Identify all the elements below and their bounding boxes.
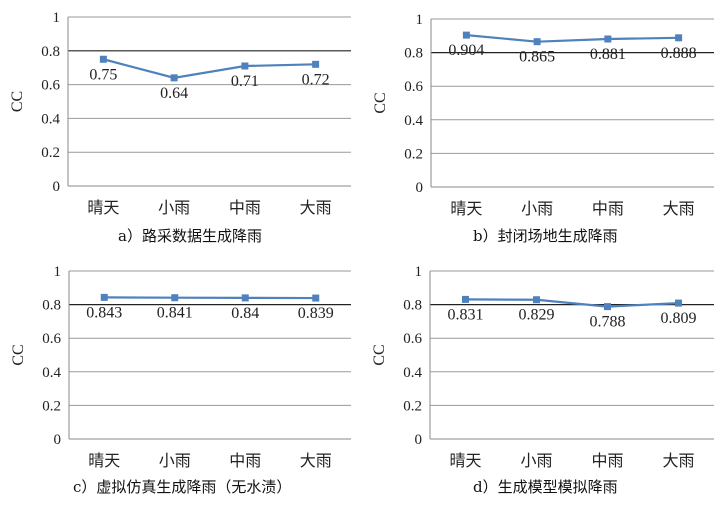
ytick-label-b-2: 0.4 (404, 113, 423, 129)
ytick-label-b-3: 0.6 (404, 79, 423, 95)
data-point-d-2 (604, 303, 611, 311)
xtick-label-b-2: 中雨 (592, 200, 624, 218)
chart-b-caption: b）封闭场地生成降雨 (473, 227, 618, 245)
ytick-label-a-3: 0.6 (41, 78, 60, 94)
data-point-a-3 (312, 60, 320, 68)
series-line-d (465, 298, 679, 308)
ytick-label-c-1: 0.2 (42, 398, 61, 414)
chart-panel-b: 0 0.2 0.4 0.6 0.8 1 CC 晴天 小雨 中雨 大雨 0.904 0.865 0.881 0… (363, 0, 726, 253)
data-point-d-3 (675, 299, 682, 307)
series-line-a (103, 58, 316, 79)
chart-a-svg: 0 0.2 0.4 0.6 0.8 1 CC 晴天 小雨 中雨 大雨 0.75 0.64 0.71 0.72 (9, 10, 351, 217)
data-point-d-1 (533, 296, 540, 304)
xtick-label-c-3: 大雨 (300, 452, 332, 470)
data-label-c-3: 0.839 (298, 305, 334, 322)
xtick-label-d-2: 中雨 (591, 452, 623, 470)
ytick-label-d-3: 0.6 (403, 331, 422, 347)
data-point-a-2 (241, 62, 249, 70)
data-label-a-3: 0.72 (302, 71, 330, 88)
ytick-label-b-0: 0 (416, 180, 424, 196)
ytick-label-a-2: 0.4 (41, 111, 60, 127)
data-label-d-2: 0.788 (590, 314, 626, 331)
chart-d-caption: d）生成模型模拟降雨 (473, 478, 618, 496)
ytick-label-b-5: 1 (416, 12, 424, 28)
data-label-a-0: 0.75 (89, 66, 117, 83)
data-label-b-2: 0.881 (590, 46, 626, 63)
series-line-c (104, 296, 316, 300)
ytick-label-c-0: 0 (54, 432, 62, 448)
chart-b-svg: 0 0.2 0.4 0.6 0.8 1 CC 晴天 小雨 中雨 大雨 0.904 0.865 0.881 0… (372, 12, 714, 218)
xtick-label-d-3: 大雨 (662, 452, 694, 470)
xtick-label-d-1: 小雨 (520, 452, 552, 470)
chart-panel-d: 0 0.2 0.4 0.6 0.8 1 CC 晴天 小雨 中雨 大雨 0.831 0.829 0.788 0… (363, 254, 726, 507)
xtick-label-c-0: 晴天 (88, 452, 120, 470)
xtick-label-c-2: 中雨 (229, 452, 261, 470)
y-axis-label-a: CC (9, 91, 26, 112)
ytick-label-c-3: 0.6 (42, 331, 61, 347)
data-point-c-3 (312, 294, 320, 302)
ytick-label-b-4: 0.8 (404, 46, 423, 62)
xtick-label-a-0: 晴天 (87, 199, 119, 217)
ytick-label-c-4: 0.8 (42, 298, 61, 314)
data-label-d-0: 0.831 (448, 306, 484, 323)
y-axis-label-b: CC (372, 92, 389, 113)
xtick-label-a-2: 中雨 (229, 199, 261, 217)
data-point-b-0 (462, 31, 470, 39)
chart-c-caption: c）虚拟仿真生成降雨（无水渍） (73, 478, 292, 496)
ytick-label-d-2: 0.4 (403, 365, 422, 381)
data-point-c-2 (241, 294, 249, 302)
data-point-b-1 (533, 38, 541, 46)
chart-a-caption: a）路采数据生成降雨 (118, 227, 262, 245)
ytick-label-c-2: 0.4 (42, 365, 61, 381)
ytick-label-a-0: 0 (53, 179, 61, 195)
xtick-label-b-1: 小雨 (521, 200, 553, 218)
data-label-c-2: 0.84 (231, 305, 259, 322)
data-point-b-3 (675, 34, 683, 42)
data-point-b-2 (604, 35, 612, 43)
series-line-b (466, 34, 679, 43)
data-label-b-0: 0.904 (448, 42, 484, 59)
data-label-d-3: 0.809 (661, 310, 697, 327)
xtick-label-a-1: 小雨 (158, 199, 190, 217)
chart-panel-c: 0 0.2 0.4 0.6 0.8 1 CC 晴天 小雨 中雨 大雨 0.843 0.841 0.84 0.… (0, 254, 363, 507)
ytick-label-c-5: 1 (54, 264, 62, 280)
xtick-label-b-3: 大雨 (663, 200, 695, 218)
xtick-label-b-0: 晴天 (450, 200, 482, 218)
ytick-label-d-0: 0 (415, 432, 423, 448)
data-label-b-3: 0.888 (661, 45, 697, 62)
data-label-d-1: 0.829 (519, 307, 555, 324)
data-label-c-0: 0.843 (86, 304, 122, 321)
xtick-label-a-3: 大雨 (300, 199, 332, 217)
ytick-label-d-4: 0.8 (403, 298, 422, 314)
ytick-label-d-5: 1 (415, 264, 423, 280)
data-label-a-2: 0.71 (231, 73, 259, 90)
chart-c-svg: 0 0.2 0.4 0.6 0.8 1 CC 晴天 小雨 中雨 大雨 0.843 0.841 0.84 0.… (10, 264, 351, 470)
data-label-c-1: 0.841 (157, 305, 193, 322)
ytick-label-a-4: 0.8 (41, 44, 60, 60)
ytick-label-a-1: 0.2 (41, 145, 60, 161)
chart-d-svg: 0 0.2 0.4 0.6 0.8 1 CC 晴天 小雨 中雨 大雨 0.831 0.829 0.788 0… (371, 264, 714, 470)
xtick-label-d-0: 晴天 (449, 452, 481, 470)
ytick-label-a-5: 1 (53, 10, 61, 26)
ytick-label-b-1: 0.2 (404, 146, 423, 162)
ytick-label-d-1: 0.2 (403, 398, 422, 414)
data-point-c-1 (171, 294, 179, 302)
xtick-label-c-1: 小雨 (159, 452, 191, 470)
y-axis-label-c: CC (10, 344, 27, 365)
data-point-a-0 (99, 55, 107, 63)
data-point-a-1 (170, 74, 178, 82)
y-axis-label-d: CC (371, 344, 388, 365)
data-point-c-0 (100, 293, 108, 301)
data-label-a-1: 0.64 (160, 85, 188, 102)
chart-panel-a: 0 0.2 0.4 0.6 0.8 1 CC 晴天 小雨 中雨 大雨 0.75 0.64 0.71 0.72… (0, 0, 363, 253)
data-point-d-0 (462, 295, 469, 303)
data-label-b-1: 0.865 (519, 49, 555, 66)
